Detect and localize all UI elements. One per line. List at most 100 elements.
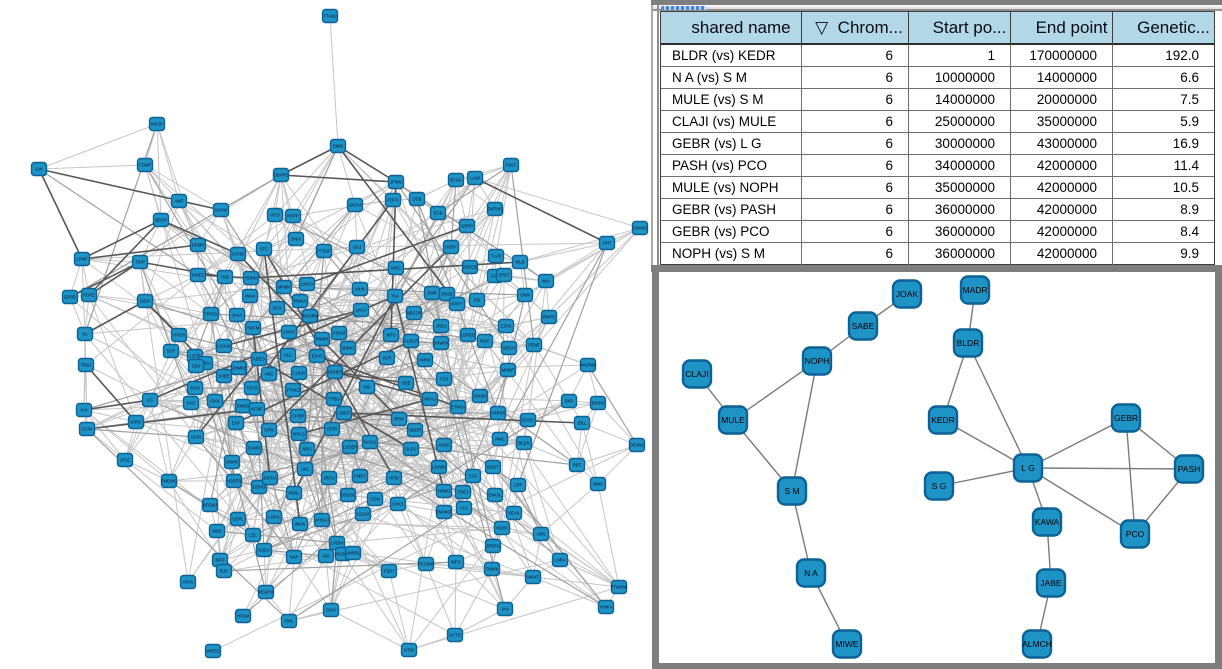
svg-text:APAK: APAK [183, 580, 194, 585]
svg-text:GNHNO: GNHNO [632, 226, 648, 231]
svg-text:PASH: PASH [1178, 464, 1201, 474]
svg-text:RPM: RPM [394, 417, 404, 422]
svg-text:TMWK: TMWK [486, 567, 499, 572]
svg-text:TBTP: TBTP [327, 427, 338, 432]
svg-text:LIC: LIC [147, 398, 154, 403]
svg-text:KSCM: KSCM [333, 331, 346, 336]
svg-text:RBT: RBT [573, 463, 582, 468]
svg-text:RDNN: RDNN [245, 276, 257, 281]
svg-text:FDNP: FDNP [139, 163, 151, 168]
svg-text:IMUK: IMUK [295, 522, 306, 527]
svg-text:RPPP: RPPP [287, 214, 299, 219]
svg-text:BIWW: BIWW [226, 460, 238, 465]
svg-text:SPOT: SPOT [498, 273, 510, 278]
svg-text:OPM: OPM [264, 428, 274, 433]
svg-text:FDI: FDI [474, 298, 481, 303]
svg-text:PTSUF: PTSUF [317, 249, 331, 254]
svg-text:JPRPG: JPRPG [486, 544, 500, 549]
svg-text:LPBW: LPBW [331, 541, 343, 546]
svg-text:SSIU: SSIU [190, 386, 200, 391]
svg-text:WGPNN: WGPNN [580, 363, 596, 368]
svg-text:JNOD: JNOD [441, 292, 452, 297]
svg-text:WIA: WIA [542, 279, 550, 284]
svg-text:HDE: HDE [402, 381, 411, 386]
svg-text:TWFM: TWFM [247, 326, 260, 331]
svg-text:FIJT: FIJT [491, 274, 500, 279]
svg-text:DDEOE: DDEOE [463, 265, 478, 270]
svg-text:KHI: KHI [81, 408, 88, 413]
svg-text:ASNS: ASNS [438, 443, 450, 448]
svg-text:TWP: TWP [135, 260, 145, 265]
svg-text:LKKJ: LKKJ [356, 308, 366, 313]
svg-text:TPPCK: TPPCK [204, 312, 218, 317]
svg-text:CHHB: CHHB [232, 252, 244, 257]
svg-text:EMWKP: EMWKP [436, 510, 452, 515]
svg-text:LEL: LEL [249, 533, 257, 538]
svg-text:WFAJ: WFAJ [424, 397, 435, 402]
svg-text:EAMO: EAMO [248, 446, 261, 451]
svg-text:MFD: MFD [215, 558, 224, 563]
svg-text:MHN: MHN [355, 287, 365, 292]
svg-text:N A: N A [804, 568, 818, 578]
svg-text:OEANC: OEANC [630, 443, 645, 448]
svg-text:HSBTR: HSBTR [227, 479, 241, 484]
svg-text:JTHKO: JTHKO [286, 388, 300, 393]
svg-text:UIPIC: UIPIC [130, 420, 141, 425]
svg-text:LOOER: LOOER [343, 445, 358, 450]
svg-text:SKR: SKR [565, 399, 574, 404]
svg-text:BLDR: BLDR [957, 338, 980, 348]
svg-text:L G: L G [1021, 463, 1034, 473]
svg-text:SUT: SUT [167, 349, 176, 354]
svg-text:RWAA: RWAA [294, 299, 307, 304]
svg-text:LWS: LWS [537, 532, 546, 537]
svg-text:MMNT: MMNT [502, 368, 515, 373]
svg-text:NAP: NAP [290, 555, 299, 560]
svg-text:KCR: KCR [383, 356, 392, 361]
svg-text:CGJM: CGJM [357, 512, 369, 517]
svg-text:WFG: WFG [451, 560, 461, 565]
svg-text:UJRDB: UJRDB [461, 333, 475, 338]
svg-text:HHIKA: HHIKA [600, 605, 613, 610]
svg-text:ISKK: ISKK [210, 399, 220, 404]
svg-text:UCTD: UCTD [449, 633, 461, 638]
svg-text:NWL: NWL [495, 437, 505, 442]
svg-text:DDDR: DDDR [409, 428, 421, 433]
svg-text:JICS: JICS [272, 306, 281, 311]
svg-text:WOURM: WOURM [302, 314, 319, 319]
svg-text:LAWI: LAWI [470, 176, 480, 181]
svg-text:NPLG: NPLG [293, 432, 304, 437]
svg-text:UDPL: UDPL [232, 517, 244, 522]
svg-text:EMNG: EMNG [237, 404, 250, 409]
svg-text:EDAT: EDAT [312, 354, 323, 359]
svg-text:DMTHG: DMTHG [487, 207, 502, 212]
svg-text:MKNT: MKNT [527, 575, 539, 580]
svg-text:CMTK: CMTK [283, 330, 295, 335]
svg-text:JMAK: JMAK [244, 294, 255, 299]
svg-text:LGTP: LGTP [190, 354, 201, 359]
svg-text:HHCR: HHCR [173, 333, 185, 338]
svg-text:TKA: TKA [391, 294, 399, 299]
svg-text:TPBU: TPBU [328, 397, 339, 402]
svg-text:TOFD: TOFD [246, 386, 257, 391]
svg-text:OKM: OKM [520, 293, 530, 298]
svg-text:EAF: EAF [232, 421, 241, 426]
svg-text:JDFDA: JDFDA [263, 476, 277, 481]
svg-text:SAO: SAO [187, 401, 197, 406]
svg-text:LHJLW: LHJLW [217, 344, 230, 349]
svg-text:DODOL: DODOL [341, 493, 357, 498]
svg-text:S G: S G [932, 481, 947, 491]
svg-text:BMIB: BMIB [333, 144, 343, 149]
svg-text:EFOH: EFOH [522, 418, 534, 423]
svg-text:SABE: SABE [852, 321, 875, 331]
svg-text:LMAO: LMAO [301, 282, 314, 287]
svg-text:BGDT: BGDT [487, 465, 499, 470]
svg-text:GDRD: GDRD [64, 295, 76, 300]
svg-text:PCO: PCO [1126, 529, 1145, 539]
svg-text:ALU: ALU [284, 353, 292, 358]
svg-text:EJG: EJG [469, 474, 477, 479]
svg-text:ALA: ALA [460, 506, 468, 511]
svg-text:IJON: IJON [191, 435, 201, 440]
svg-text:S M: S M [784, 486, 799, 496]
svg-text:OIGH: OIGH [326, 608, 337, 613]
svg-text:PDFS: PDFS [387, 198, 398, 203]
